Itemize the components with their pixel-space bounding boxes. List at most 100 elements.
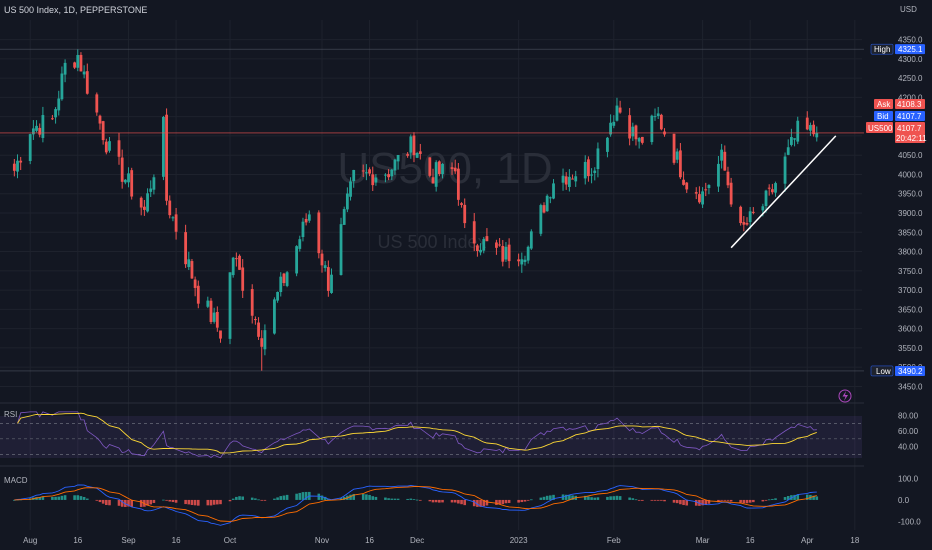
macd-histogram-bar (85, 498, 89, 500)
candle-body (73, 62, 77, 68)
candle-body (212, 312, 216, 322)
chart-grid (0, 20, 862, 530)
high-tag-value: 4325.1 (898, 45, 923, 54)
macd-histogram-bar (257, 499, 260, 501)
macd-histogram-bar (406, 498, 409, 500)
macd-axis-ticks: 100.0 0.0 -100.0 (898, 474, 921, 526)
macd-histogram-bar (675, 499, 679, 504)
macd-histogram-bar (812, 495, 815, 500)
macd-histogram-bar (415, 499, 419, 501)
candle-body (215, 311, 219, 328)
macd-tick-label: 100.0 (898, 474, 919, 483)
candle-body (796, 120, 800, 142)
candle-body (786, 147, 790, 155)
candle-body (54, 109, 57, 118)
macd-histogram-bar (76, 495, 80, 500)
macd-histogram-bar (393, 498, 397, 500)
macd-histogram-bar (184, 499, 187, 505)
macd-histogram-bar (317, 493, 321, 500)
candle-body (320, 253, 324, 266)
rsi-line (17, 411, 817, 459)
macd-histogram-bar (228, 499, 232, 502)
macd-histogram-bar (250, 497, 254, 500)
candle-body (694, 192, 698, 194)
ask-tag-value: 4108.3 (897, 100, 922, 109)
price-tick-label: 3650.0 (898, 305, 923, 314)
macd-histogram-bar (231, 498, 235, 500)
macd-histogram-bar (520, 499, 524, 503)
candlestick-series (12, 49, 819, 371)
candle-body (16, 160, 19, 172)
macd-histogram-bar (82, 496, 86, 500)
candle-body (517, 259, 521, 262)
candle-body (117, 140, 121, 157)
price-tick-label: 3750.0 (898, 267, 923, 276)
candle-body (460, 203, 463, 205)
candle-body (298, 239, 302, 249)
candle-body (748, 211, 752, 223)
macd-histogram-bar (212, 499, 216, 505)
macd-histogram-bar (54, 496, 57, 500)
candle-body (726, 171, 730, 186)
candle-body (51, 118, 54, 120)
macd-histogram-bar (441, 499, 444, 503)
macd-histogram-bar (254, 498, 257, 500)
alert-icon[interactable] (838, 389, 852, 403)
candle-body (396, 155, 400, 162)
macd-histogram-bar (472, 499, 476, 507)
price-tick-label: 3700.0 (898, 286, 923, 295)
trendline[interactable] (730, 135, 837, 249)
candle-body (764, 190, 768, 207)
macd-histogram-bar (685, 499, 689, 506)
candle-body (631, 126, 635, 137)
candle-body (571, 178, 574, 180)
macd-histogram-bar (171, 499, 175, 503)
price-tick-label: 4250.0 (898, 74, 923, 83)
macd-histogram-bar (698, 499, 701, 506)
macd-histogram-bar (187, 499, 191, 505)
candle-body (234, 258, 238, 260)
macd-histogram-bar (609, 496, 612, 500)
macd-histogram-bar (73, 495, 76, 500)
macd-histogram-bar (168, 499, 172, 502)
macd-histogram-bar (539, 497, 543, 500)
price-tick-label: 4350.0 (898, 36, 923, 45)
macd-histogram-bar (583, 495, 587, 500)
macd-histogram-bar (793, 494, 796, 500)
macd-histogram-bar (51, 496, 54, 500)
candle-body (368, 169, 371, 174)
candle-body (371, 174, 375, 186)
candle-body (542, 205, 546, 213)
macd-histogram-bar (339, 498, 343, 500)
macd-histogram-bar (216, 499, 219, 505)
low-tag-value: 3490.2 (898, 367, 923, 376)
candle-body (495, 242, 498, 248)
price-tick-label: 4050.0 (898, 151, 923, 160)
candle-body (745, 223, 749, 225)
macd-histogram-bar (342, 496, 346, 500)
macd-histogram-bar (396, 498, 400, 500)
candle-body (219, 330, 222, 339)
time-tick-label: 18 (850, 536, 859, 545)
macd-histogram-bar (349, 494, 352, 500)
candle-body (120, 157, 124, 182)
candle-body (659, 114, 663, 130)
candle-body (548, 197, 552, 199)
candle-body (767, 187, 771, 189)
macd-histogram-bar (117, 499, 121, 506)
macd-histogram-bar (796, 494, 800, 500)
candle-body (295, 246, 299, 274)
symbol-tag-value: 4107.7 (897, 124, 922, 133)
candle-body (393, 159, 397, 171)
price-axis-background[interactable] (864, 0, 932, 550)
macd-histogram-bar (374, 496, 378, 500)
candle-body (390, 169, 394, 177)
candle-body (193, 279, 197, 288)
candle-body (384, 174, 387, 176)
macd-histogram-bar (523, 499, 527, 502)
symbol-tag-label: US500 (868, 124, 893, 133)
macd-histogram-bar (387, 498, 390, 500)
candle-body (567, 176, 571, 187)
time-tick-label: 16 (746, 536, 755, 545)
